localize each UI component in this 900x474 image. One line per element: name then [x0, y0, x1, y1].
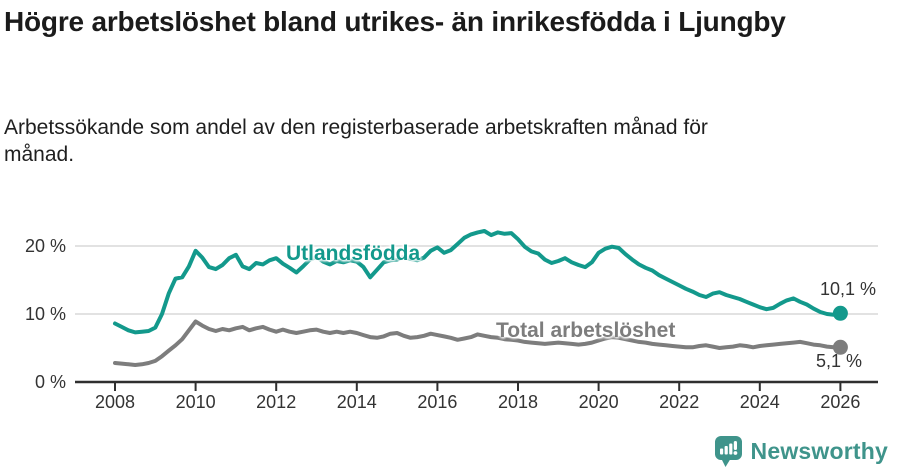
- x-tick-label: 2018: [497, 392, 539, 412]
- x-tick-label: 2026: [820, 392, 861, 412]
- end-value-label-total: 5,1 %: [815, 351, 862, 371]
- x-tick-label: 2008: [94, 392, 136, 412]
- page-subtitle: Arbetssökande som andel av den registerb…: [4, 116, 708, 167]
- series-label-utlandsfodda: Utlandsfödda: [286, 242, 421, 265]
- x-tick-label: 2016: [417, 392, 458, 412]
- end-dot-utlandsfodda: [832, 305, 848, 321]
- x-axis-ticks: [114, 382, 842, 391]
- page-title: Högre arbetslöshet bland utrikes- än inr…: [4, 6, 786, 37]
- series-label-total-arbetsloshet: Total arbetslöshet: [496, 319, 676, 342]
- gridlines: [75, 245, 878, 384]
- end-dot-total-arbetsloshet: [832, 339, 848, 355]
- y-tick-label: 20 %: [24, 236, 66, 256]
- x-tick-label: 2012: [256, 392, 297, 412]
- newsworthy-branding: Newsworthy: [714, 435, 888, 468]
- x-tick-label: 2020: [578, 392, 619, 412]
- series-end-dots: [832, 305, 848, 355]
- x-tick-label: 2022: [659, 392, 700, 412]
- brand-name: Newsworthy: [750, 438, 888, 464]
- bar-chart-speech-bubble-icon: [714, 436, 742, 467]
- end-value-label-utlandsfodda: 10,1 %: [819, 279, 876, 299]
- series-line-total-arbetsloshet: [113, 319, 843, 367]
- series-lines: [113, 229, 843, 367]
- series-line-utlandsfodda: [113, 229, 843, 335]
- x-tick-label: 2014: [336, 392, 377, 412]
- x-tick-label: 2024: [739, 392, 780, 412]
- y-tick-label: 10 %: [24, 304, 66, 324]
- y-tick-label: 0 %: [34, 372, 66, 392]
- x-tick-label: 2010: [175, 392, 216, 412]
